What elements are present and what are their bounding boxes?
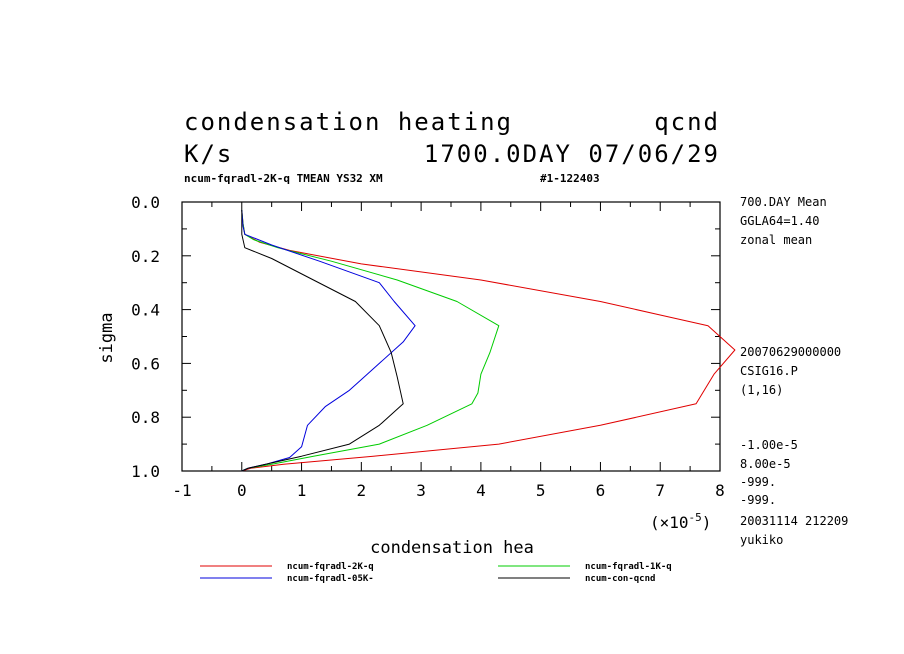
side-info-created: 20031114 212209 bbox=[740, 514, 848, 528]
series-lines bbox=[241, 210, 736, 472]
x-tick-label: 2 bbox=[357, 481, 367, 500]
x-tick-label: 0 bbox=[237, 481, 247, 500]
x-tick-label: 1 bbox=[297, 481, 307, 500]
y-tick-label: 0.4 bbox=[131, 301, 160, 320]
side-info-min: -1.00e-5 bbox=[740, 438, 798, 452]
side-info-max: 8.00e-5 bbox=[740, 457, 791, 471]
datestamp: 1700.0DAY 07/06/29 bbox=[424, 140, 720, 168]
axis-ticks bbox=[181, 201, 721, 472]
tick-labels: -1 0 1 2 3 4 5 6 7 8 0.0 0.2 0.4 0.6 0.8 1.0 bbox=[131, 193, 725, 500]
y-tick-label: 0.8 bbox=[131, 408, 160, 427]
legend-label: ncum-fqradl-1K-q bbox=[585, 562, 672, 572]
x-axis-label: condensation hea bbox=[370, 538, 534, 558]
y-axis-label: sigma bbox=[97, 312, 117, 363]
x-tick-label: 5 bbox=[536, 481, 546, 500]
x-scale-exponent: -5 bbox=[689, 511, 702, 524]
side-info-undef-1: -999. bbox=[740, 475, 776, 489]
side-info-levels: CSIG16.P bbox=[740, 364, 798, 378]
side-info-range: (1,16) bbox=[740, 383, 783, 397]
side-info-mean: 700.DAY Mean bbox=[740, 195, 827, 209]
side-info-zonal: zonal mean bbox=[740, 233, 812, 247]
side-info-user: yukiko bbox=[740, 533, 783, 547]
x-tick-label: 8 bbox=[715, 481, 725, 500]
series-line-4 bbox=[241, 210, 404, 472]
y-tick-label: 0.0 bbox=[131, 193, 160, 212]
series-line-1 bbox=[241, 210, 736, 472]
variable-code: qcnd bbox=[654, 108, 720, 136]
y-tick-label: 0.6 bbox=[131, 354, 160, 373]
x-scale-factor: (×10-5) bbox=[650, 511, 711, 532]
y-tick-label: 0.2 bbox=[131, 247, 160, 266]
run-id: #1-122403 bbox=[540, 172, 600, 185]
experiment-subtitle: ncum-fqradl-2K-q TMEAN YS32 XM bbox=[184, 172, 383, 185]
x-scale-close: ) bbox=[702, 513, 712, 532]
units-label: K/s bbox=[184, 140, 233, 168]
chart-title: condensation heating bbox=[184, 108, 513, 136]
x-scale-base: (×10 bbox=[650, 513, 689, 532]
series-line-3 bbox=[241, 210, 416, 472]
x-tick-label: 7 bbox=[655, 481, 665, 500]
side-info-grid: GGLA64=1.40 bbox=[740, 214, 819, 228]
x-tick-label: 4 bbox=[476, 481, 486, 500]
x-tick-label: -1 bbox=[172, 481, 191, 500]
x-tick-label: 6 bbox=[596, 481, 606, 500]
y-tick-label: 1.0 bbox=[131, 462, 160, 481]
side-info-date: 20070629000000 bbox=[740, 345, 841, 359]
x-tick-label: 3 bbox=[416, 481, 426, 500]
legend-label: ncum-fqradl-2K-q bbox=[287, 562, 374, 572]
legend-label: ncum-con-qcnd bbox=[585, 574, 655, 584]
legend-label: ncum-fqradl-05K- bbox=[287, 574, 374, 584]
series-line-2 bbox=[241, 210, 500, 472]
side-info-undef-2: -999. bbox=[740, 493, 776, 507]
legend: ncum-fqradl-2K-q ncum-fqradl-1K-q ncum-fqr… bbox=[200, 562, 672, 584]
